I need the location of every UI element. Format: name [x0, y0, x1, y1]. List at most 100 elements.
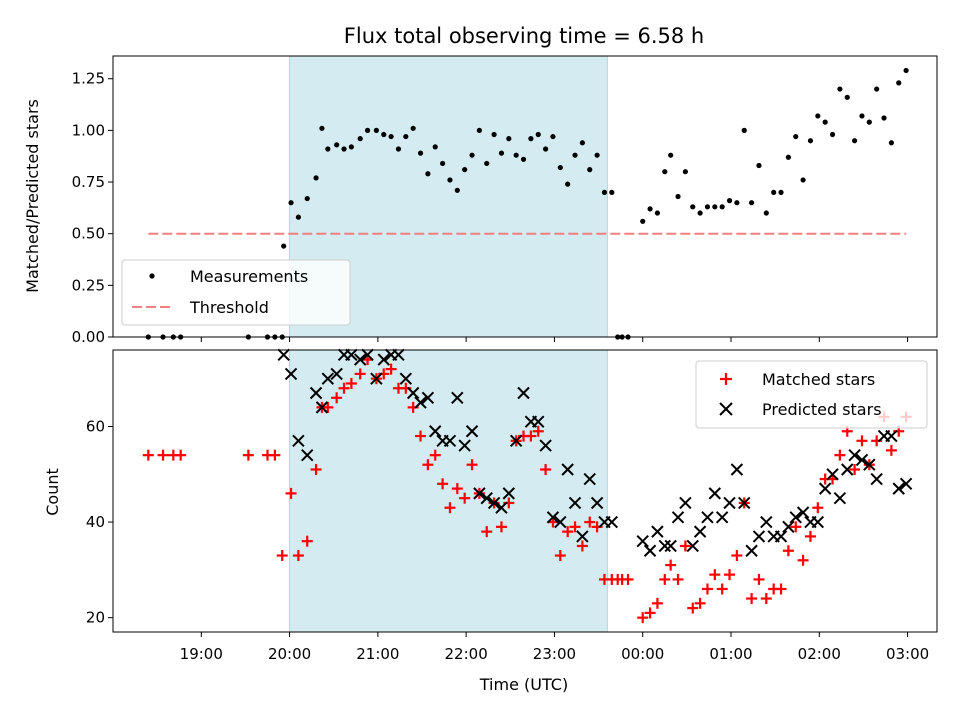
matched-point: [584, 516, 596, 528]
measurement-point: [793, 133, 799, 140]
matched-point: [679, 540, 691, 552]
top-chart-title: Flux total observing time = 6.58 h: [344, 24, 704, 48]
predicted-point: [480, 491, 493, 505]
measurement-point: [881, 115, 887, 121]
matched-point: [285, 487, 297, 499]
matched-point: [760, 593, 772, 605]
measurement-point: [348, 144, 354, 150]
measurement-point: [844, 94, 850, 100]
predicted-point: [826, 468, 839, 481]
predicted-point: [892, 482, 905, 495]
matched-point: [429, 449, 441, 461]
measurement-point: [822, 119, 828, 125]
y-tick-label: 0.00: [72, 328, 105, 346]
matched-point: [687, 602, 699, 614]
predicted-point: [495, 501, 508, 514]
measurement-point: [341, 146, 347, 152]
measurement-point: [647, 206, 653, 212]
matched-point: [562, 526, 574, 538]
matched-point: [525, 430, 537, 442]
y-tick-label: 40: [86, 513, 105, 531]
predicted-point: [651, 525, 664, 538]
bottom-y-axis-label: Count: [43, 468, 62, 516]
predicted-point: [583, 472, 596, 486]
measurement-point: [640, 218, 646, 224]
predicted-point: [414, 396, 427, 409]
predicted-point: [679, 496, 692, 510]
measurement-point: [785, 154, 791, 160]
predicted-point: [590, 496, 604, 510]
predicted-point: [429, 425, 442, 438]
matched-point: [672, 573, 684, 585]
matched-point: [665, 559, 677, 571]
bottom-predicted-points: [277, 348, 913, 557]
predicted-point: [708, 487, 722, 500]
measurement-point: [281, 243, 287, 249]
matched-point: [466, 459, 478, 471]
predicted-point: [774, 530, 788, 543]
bottom-x-axis-label: Time (UTC): [479, 675, 568, 694]
predicted-point: [658, 539, 671, 553]
matched-point: [885, 444, 897, 456]
matched-point: [451, 483, 463, 495]
predicted-point: [451, 391, 464, 405]
predicted-point: [309, 386, 323, 400]
matched-point: [731, 550, 743, 562]
matched-point: [790, 521, 802, 533]
legend-predicted-label: Predicted stars: [762, 400, 882, 419]
top-y-ticks: 0.00 0.25 0.50 0.75 1.00 1.25: [72, 70, 113, 346]
y-tick-label: 1.00: [72, 121, 105, 139]
predicted-point: [443, 434, 457, 448]
matched-point: [157, 449, 169, 461]
predicted-point: [576, 530, 589, 543]
matched-point: [415, 430, 427, 442]
measurement-point: [888, 140, 894, 146]
matched-point: [459, 492, 471, 504]
measurement-point: [498, 150, 505, 156]
predicted-point: [345, 348, 358, 361]
legend-measurements-label: Measurements: [190, 267, 308, 286]
measurement-point: [837, 86, 843, 92]
predicted-point: [686, 539, 699, 553]
measurement-point: [662, 169, 668, 175]
matched-point: [659, 573, 671, 585]
predicted-point: [664, 539, 677, 553]
matched-point: [716, 583, 728, 595]
predicted-point: [568, 496, 582, 510]
predicted-point: [723, 496, 736, 510]
predicted-point: [539, 439, 552, 452]
predicted-point: [465, 425, 479, 438]
measurement-point: [778, 189, 784, 195]
predicted-point: [643, 544, 657, 557]
measurement-point: [454, 187, 460, 193]
measurement-point: [506, 136, 512, 142]
top-x-ticks: [200, 337, 909, 342]
matched-point: [576, 540, 588, 552]
predicted-point: [487, 496, 501, 510]
top-legend-box: [121, 259, 351, 326]
predicted-point: [870, 472, 883, 486]
y-tick-label: 20: [86, 609, 105, 627]
measurement-point: [579, 140, 585, 146]
matched-point: [701, 583, 713, 595]
measurement-point: [550, 133, 556, 140]
matched-point: [242, 449, 254, 461]
predicted-point: [532, 415, 545, 428]
predicted-point: [284, 367, 298, 381]
matched-point: [540, 463, 552, 475]
predicted-point: [605, 515, 619, 529]
predicted-point: [730, 463, 744, 476]
predicted-point: [301, 448, 314, 462]
matched-point: [345, 377, 357, 389]
top-legend: Measurements Threshold: [121, 259, 351, 326]
measurement-point: [587, 167, 593, 173]
matched-point: [804, 530, 816, 542]
predicted-point: [546, 511, 560, 524]
measurement-point: [325, 146, 331, 152]
predicted-point: [738, 496, 751, 510]
legend-matched-marker: [720, 373, 732, 385]
measurement-point: [609, 189, 615, 195]
measurement-point: [513, 152, 519, 158]
measurement-point: [690, 204, 696, 210]
